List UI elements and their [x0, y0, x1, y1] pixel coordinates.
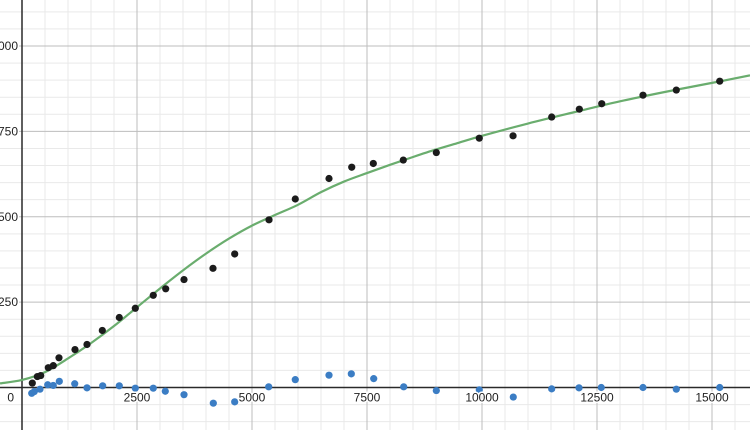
- black-data-point: [265, 216, 273, 224]
- x-tick-label: 10000: [465, 391, 499, 405]
- blue-data-point: [597, 383, 605, 392]
- blue-data-point: [131, 384, 139, 392]
- blue-data-point: [55, 377, 63, 385]
- blue-data-point: [265, 383, 273, 391]
- plot-marks: [0, 74, 750, 407]
- black-data-point: [399, 156, 407, 164]
- black-data-point: [28, 379, 36, 387]
- blue-data-point: [149, 384, 157, 392]
- blue-data-point: [347, 370, 355, 378]
- black-data-point: [115, 313, 123, 322]
- blue-data-point: [36, 385, 44, 393]
- blue-data-point: [161, 387, 169, 395]
- blue-data-point: [548, 385, 556, 393]
- black-data-point: [672, 86, 680, 94]
- black-data-point: [575, 105, 583, 113]
- y-tick-label: 750: [0, 124, 18, 138]
- black-data-point: [369, 159, 377, 168]
- x-tick-label: 0: [7, 391, 14, 405]
- blue-data-point: [83, 384, 91, 392]
- blue-data-point: [509, 393, 517, 401]
- y-tick-label: 1000: [0, 39, 18, 53]
- fit-curve: [0, 74, 750, 385]
- black-data-point: [325, 174, 333, 183]
- black-data-point: [149, 291, 157, 299]
- blue-data-point: [99, 382, 107, 390]
- blue-data-point: [71, 380, 79, 388]
- blue-data-point: [639, 383, 647, 392]
- blue-data-point: [672, 385, 680, 393]
- blue-data-point: [325, 371, 333, 379]
- blue-data-point: [44, 381, 52, 389]
- blue-data-point: [400, 383, 408, 391]
- black-data-point: [509, 132, 517, 140]
- x-tick-label: 7500: [354, 391, 381, 405]
- x-tick-label: 5000: [239, 391, 266, 405]
- tick-labels: 0 2500 5000 7500 10000 12500 15000 250 500 750 100…: [0, 38, 731, 407]
- blue-data-point: [370, 375, 378, 383]
- y-tick-label: 250: [0, 295, 18, 309]
- black-data-point: [180, 275, 188, 284]
- black-data-point: [548, 113, 556, 121]
- black-data-point: [475, 134, 483, 142]
- blue-data-point: [115, 382, 123, 390]
- x-tick-label: 12500: [580, 391, 614, 405]
- black-data-point: [98, 326, 106, 335]
- blue-data-point: [30, 387, 38, 396]
- black-data-point: [162, 285, 170, 293]
- black-data-point: [348, 163, 356, 171]
- black-data-point: [231, 250, 239, 258]
- black-data-point: [71, 345, 79, 354]
- black-data-point: [639, 91, 647, 99]
- blue-point-series: [28, 370, 724, 407]
- blue-data-point: [49, 381, 57, 390]
- black-data-point: [37, 371, 45, 380]
- blue-data-point: [475, 386, 483, 394]
- blue-data-point: [291, 376, 299, 384]
- blue-data-point: [716, 383, 724, 392]
- black-data-point: [432, 148, 440, 157]
- x-tick-label: 2500: [124, 391, 151, 405]
- black-data-point: [291, 195, 299, 203]
- black-data-point: [209, 264, 217, 272]
- black-data-point: [598, 100, 606, 108]
- black-data-point: [131, 304, 139, 312]
- black-data-point: [49, 362, 57, 370]
- black-point-series: [28, 77, 724, 387]
- y-tick-label: 500: [0, 210, 18, 224]
- blue-data-point: [231, 398, 239, 406]
- x-tick-label: 15000: [695, 391, 729, 405]
- black-data-point: [83, 340, 91, 349]
- blue-data-point: [209, 399, 217, 407]
- blue-data-point: [180, 391, 188, 399]
- blue-data-point: [575, 384, 583, 392]
- blue-data-point: [432, 386, 440, 395]
- black-data-point: [55, 354, 63, 362]
- black-data-point: [716, 77, 724, 85]
